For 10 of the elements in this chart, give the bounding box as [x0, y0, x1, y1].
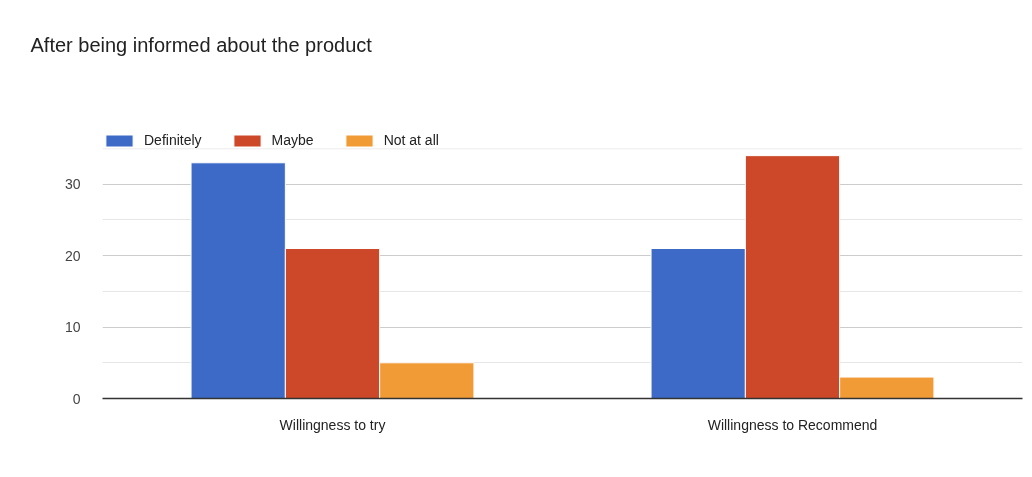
y-tick-label: 20 — [64, 247, 81, 264]
y-tick-label: 30 — [64, 176, 81, 193]
x-tick-label: Willingness to Recommend — [707, 416, 878, 433]
y-tick-label: 10 — [64, 319, 81, 336]
x-tick-label: Willingness to try — [279, 416, 386, 433]
legend-label: Maybe — [271, 132, 314, 148]
legend-label: Not at all — [383, 132, 439, 148]
chart-title: After being informed about the product — [30, 33, 373, 56]
legend-label: Definitely — [144, 132, 202, 148]
y-tick-label: 0 — [72, 390, 81, 407]
